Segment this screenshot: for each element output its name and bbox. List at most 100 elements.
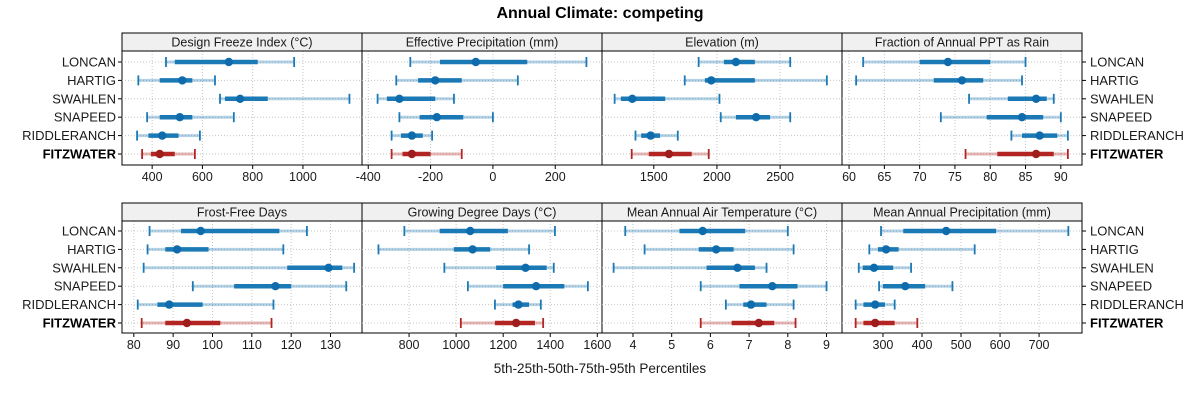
- site-label-right-fitzwater: FITZWATER: [1090, 316, 1164, 331]
- median-dot-loncan: [471, 57, 480, 67]
- median-dot-loncan: [698, 226, 707, 236]
- median-dot-hartig: [431, 76, 440, 85]
- median-dot-swahlen: [521, 263, 530, 272]
- x-tick-label: 600: [990, 338, 1011, 352]
- median-dot-snapeed: [175, 113, 185, 122]
- site-label-left-fitzwater: FITZWATER: [43, 147, 117, 162]
- site-label-left-hartig: HARTIG: [67, 73, 116, 88]
- panel-area: [121, 220, 363, 334]
- x-tick-label: 8: [784, 338, 791, 352]
- x-tick-label: 2000: [703, 170, 731, 184]
- panel-strip-title: Fraction of Annual PPT as Rain: [875, 36, 1049, 50]
- x-tick-label: 90: [1054, 170, 1068, 184]
- panel-strip: [841, 202, 1083, 222]
- median-dot-fitzwater: [664, 149, 674, 159]
- panel-strip: [841, 32, 1083, 52]
- x-axis-caption: 5th-25th-50th-75th-95th Percentiles: [493, 361, 707, 376]
- x-tick-label: 300: [873, 338, 894, 352]
- x-tick-label: 65: [877, 170, 891, 184]
- x-tick-label: 400: [912, 338, 933, 352]
- x-tick-label: 1000: [442, 338, 470, 352]
- x-tick-label: 75: [948, 170, 962, 184]
- x-tick-label: 1200: [489, 338, 517, 352]
- median-dot-fitzwater: [870, 318, 880, 328]
- median-dot-fitzwater: [155, 149, 164, 159]
- median-dot-fitzwater: [182, 318, 192, 328]
- median-dot-riddleranch: [746, 300, 756, 309]
- site-label-left-swahlen: SWAHLEN: [52, 91, 116, 106]
- median-dot-loncan: [731, 57, 741, 67]
- site-label-right-riddleranch: RIDDLERANCH: [1090, 128, 1184, 143]
- panel-strip-title: Frost-Free Days: [197, 206, 287, 220]
- median-dot-swahlen: [628, 94, 637, 104]
- panel-area: [601, 50, 843, 166]
- x-tick-label: 60: [842, 170, 856, 184]
- site-label-left-snapeed: SNAPEED: [54, 110, 116, 125]
- x-tick-label: -200: [418, 170, 443, 184]
- x-tick-label: 1400: [536, 338, 564, 352]
- site-label-left-swahlen: SWAHLEN: [52, 260, 116, 275]
- x-tick-label: 800: [242, 170, 263, 184]
- median-dot-swahlen: [324, 263, 333, 272]
- median-dot-hartig: [957, 76, 967, 85]
- x-tick-label: 500: [951, 338, 972, 352]
- median-dot-riddleranch: [870, 300, 880, 309]
- site-label-right-snapeed: SNAPEED: [1090, 110, 1152, 125]
- site-label-left-snapeed: SNAPEED: [54, 279, 116, 294]
- x-tick-label: -400: [356, 170, 381, 184]
- median-dot-riddleranch: [407, 131, 417, 140]
- site-label-right-hartig: HARTIG: [1090, 73, 1139, 88]
- x-tick-label: 2500: [766, 170, 794, 184]
- panel-strip-title: Design Freeze Index (°C): [171, 36, 312, 50]
- panel-area: [841, 50, 1083, 166]
- median-dot-riddleranch: [158, 131, 167, 140]
- median-dot-hartig: [711, 245, 721, 254]
- site-label-right-loncan: LONCAN: [1090, 224, 1144, 239]
- x-tick-label: 4: [629, 338, 636, 352]
- x-tick-label: 130: [320, 338, 341, 352]
- site-label-left-fitzwater: FITZWATER: [43, 316, 117, 331]
- site-label-right-fitzwater: FITZWATER: [1090, 147, 1164, 162]
- panel-strip-title: Mean Annual Precipitation (mm): [873, 206, 1051, 220]
- median-dot-swahlen: [1031, 94, 1041, 104]
- x-tick-label: 400: [142, 170, 163, 184]
- median-dot-riddleranch: [1035, 131, 1044, 140]
- x-tick-label: 1500: [640, 170, 668, 184]
- panel-area: [841, 220, 1083, 334]
- median-dot-snapeed: [901, 282, 910, 291]
- site-label-left-loncan: LONCAN: [62, 55, 116, 70]
- x-tick-label: 800: [399, 338, 420, 352]
- x-tick-label: 70: [913, 170, 927, 184]
- median-dot-snapeed: [1017, 113, 1027, 122]
- site-label-left-loncan: LONCAN: [62, 224, 116, 239]
- site-label-right-riddleranch: RIDDLERANCH: [1090, 297, 1184, 312]
- x-tick-label: 0: [489, 170, 496, 184]
- median-dot-hartig: [172, 245, 182, 254]
- panel-area: [601, 220, 843, 334]
- x-tick-label: 100: [202, 338, 223, 352]
- median-dot-snapeed: [751, 113, 761, 122]
- median-dot-loncan: [943, 57, 953, 67]
- median-dot-swahlen: [869, 263, 879, 272]
- median-dot-loncan: [466, 226, 475, 236]
- site-label-right-snapeed: SNAPEED: [1090, 279, 1152, 294]
- median-dot-swahlen: [395, 94, 404, 104]
- x-tick-label: 6: [707, 338, 714, 352]
- median-dot-snapeed: [768, 282, 777, 291]
- median-dot-fitzwater: [407, 149, 417, 159]
- panel-strip-title: Mean Annual Air Temperature (°C): [627, 206, 817, 220]
- panel-area: [121, 50, 363, 166]
- x-tick-label: 1600: [583, 338, 611, 352]
- site-label-left-hartig: HARTIG: [67, 242, 116, 257]
- x-tick-label: 90: [166, 338, 180, 352]
- median-dot-hartig: [178, 76, 187, 85]
- median-dot-snapeed: [432, 113, 442, 122]
- panel-area: [361, 50, 603, 166]
- median-dot-hartig: [881, 245, 891, 254]
- site-label-right-swahlen: SWAHLEN: [1090, 260, 1154, 275]
- median-dot-fitzwater: [1031, 149, 1041, 159]
- median-dot-snapeed: [531, 282, 541, 291]
- site-label-left-riddleranch: RIDDLERANCH: [22, 297, 116, 312]
